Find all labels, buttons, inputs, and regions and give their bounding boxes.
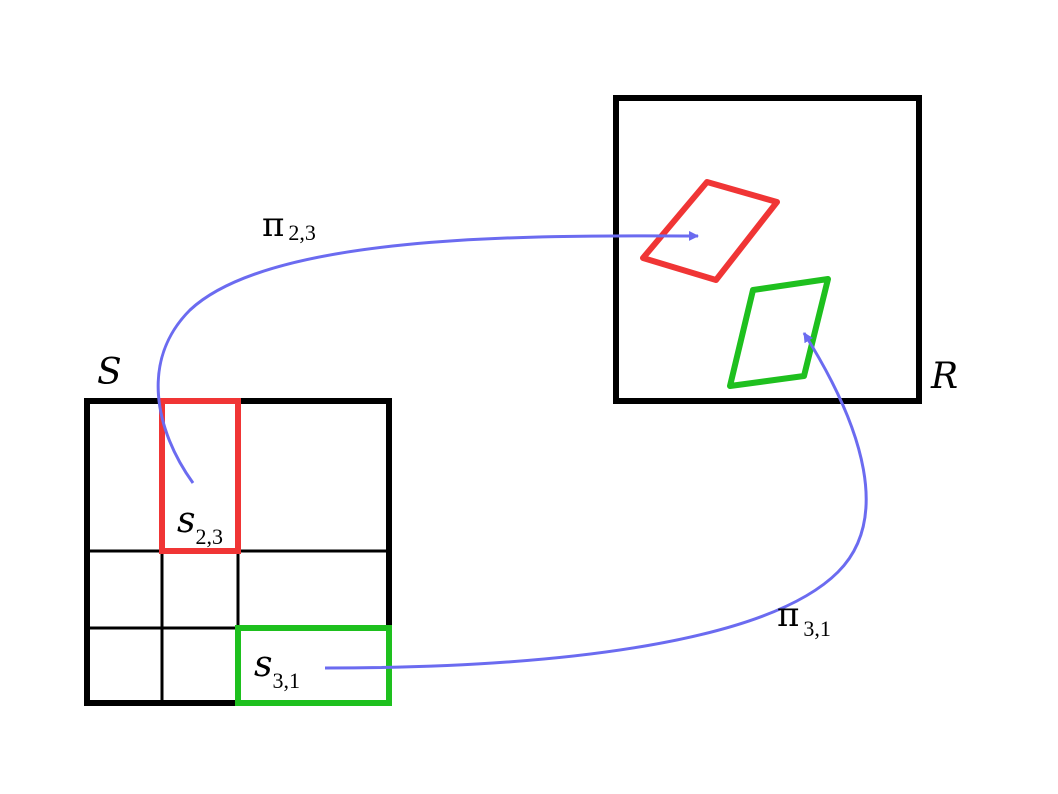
cell-s23-highlight bbox=[159, 398, 241, 554]
square-R-frame bbox=[613, 95, 922, 404]
arrow-pi31 bbox=[324, 332, 868, 670]
label-s23: s2,3 bbox=[177, 500, 223, 549]
parallelogram-red bbox=[640, 179, 780, 283]
arrow-pi23 bbox=[156, 230, 699, 484]
parallelogram-green bbox=[727, 276, 831, 389]
label-pi31: π 3,1 bbox=[777, 595, 831, 641]
label-pi23: π 2,3 bbox=[262, 205, 316, 245]
cell-s31-highlight bbox=[235, 625, 392, 706]
label-s31: s3,1 bbox=[254, 644, 300, 693]
label-S: S bbox=[97, 352, 122, 393]
label-R: R bbox=[930, 356, 958, 397]
